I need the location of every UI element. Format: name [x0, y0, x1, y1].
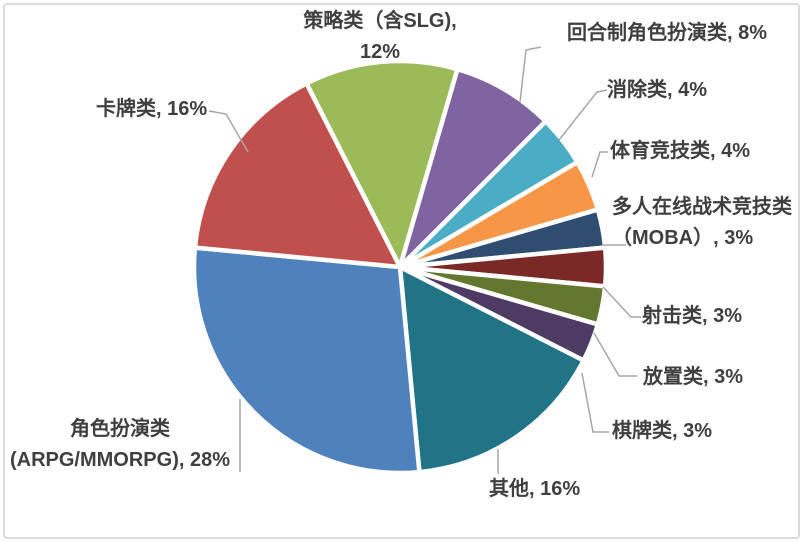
leader-line-sports: [591, 151, 608, 178]
label-card: 卡牌类, 16%: [96, 98, 208, 120]
leader-line-idle: [593, 332, 637, 377]
label-strategy-line2: 12%: [359, 41, 401, 63]
label-strategy-line1: 策略类（含SLG),: [303, 10, 457, 32]
label-board-card: 棋牌类, 3%: [612, 420, 713, 442]
label-turn-based-rpg: 回合制角色扮演类, 8%: [567, 22, 768, 44]
label-moba-line2: （MOBA）, 3%: [612, 227, 754, 249]
label-shooter: 射击类, 3%: [642, 305, 743, 327]
label-elimination: 消除类, 4%: [607, 79, 708, 101]
pie-slice-strategy: [303, 58, 461, 274]
pie-slice-other: [397, 263, 587, 475]
pie-slices: [191, 58, 609, 476]
label-sports: 体育竞技类, 4%: [610, 140, 751, 162]
leader-line-board-card: [581, 372, 609, 433]
label-strategy: 策略类（含SLG), 12%: [248, 6, 512, 68]
pie-slice-rpg: [191, 245, 422, 476]
label-rpg-line1: 角色扮演类: [70, 418, 170, 440]
pie-slice-card: [192, 80, 404, 270]
label-moba: 多人在线战术竞技类 （MOBA）, 3%: [612, 192, 792, 254]
leader-line-turn-based-rpg: [519, 46, 542, 103]
leader-line-shooter: [602, 286, 641, 318]
leader-line-elimination: [558, 89, 608, 141]
leader-lines: [208, 46, 641, 474]
label-moba-line1: 多人在线战术竞技类: [612, 196, 792, 218]
label-idle: 放置类, 3%: [643, 366, 744, 388]
label-rpg-line2: (ARPG/MMORPG), 28%: [9, 449, 231, 471]
leader-line-card: [208, 110, 249, 153]
label-other: 其他, 16%: [489, 478, 581, 500]
label-rpg: 角色扮演类 (ARPG/MMORPG), 28%: [0, 414, 240, 476]
